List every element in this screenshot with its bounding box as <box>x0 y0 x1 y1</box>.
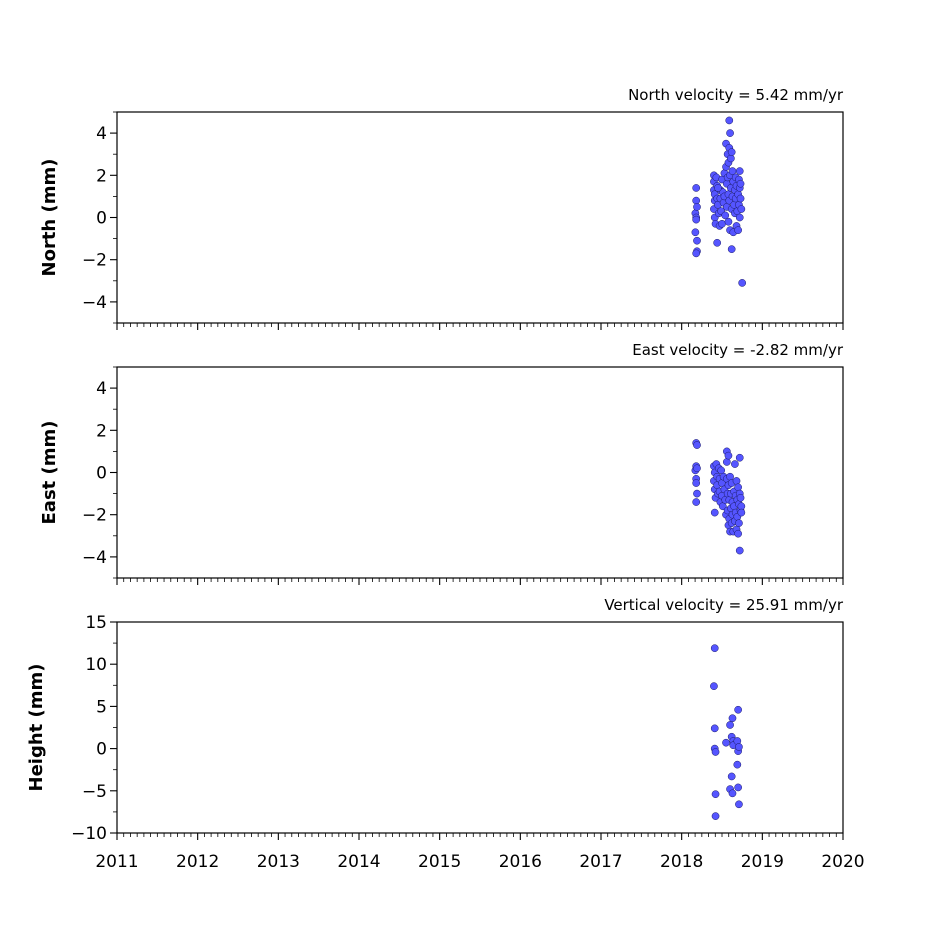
north-data-point <box>734 226 742 235</box>
north-data-point <box>692 184 701 192</box>
east-data-point <box>734 529 742 538</box>
east-data-point <box>732 477 741 485</box>
east-ytick-label: 2 <box>96 421 107 441</box>
north-data-point <box>692 249 701 258</box>
height-data-point <box>726 721 734 729</box>
height-data-point <box>735 800 743 809</box>
north-data-point <box>737 205 746 213</box>
north-data-point <box>721 211 730 220</box>
height-data-point <box>727 772 736 781</box>
east-data-point <box>735 453 744 462</box>
east-data-point <box>737 508 746 517</box>
height-xtick-label: 2015 <box>418 852 461 872</box>
east-panel: East velocity = -2.82 mm/yr East (mm) −4… <box>39 341 844 585</box>
east-ylabel: East (mm) <box>39 421 60 525</box>
north-data-point <box>727 154 735 163</box>
height-ytick-label: −10 <box>71 824 107 844</box>
north-ytick-label: 2 <box>96 166 107 186</box>
east-data-point <box>693 489 701 498</box>
height-data-point <box>722 738 730 747</box>
north-velocity-title: North velocity = 5.42 mm/yr <box>628 86 844 104</box>
east-data-point <box>734 483 742 492</box>
height-xtick-label: 2018 <box>660 852 703 872</box>
east-velocity-title: East velocity = -2.82 mm/yr <box>632 341 844 359</box>
north-data-point <box>736 194 745 203</box>
north-panel: North velocity = 5.42 mm/yr North (mm) −… <box>39 86 844 330</box>
north-data-point <box>713 238 722 247</box>
height-data-point <box>710 644 719 653</box>
east-data-point <box>722 458 731 466</box>
east-data-point <box>710 508 719 517</box>
height-data-point <box>711 812 720 820</box>
east-data-point <box>693 464 701 473</box>
north-ytick-label: 4 <box>96 124 107 144</box>
north-data-point <box>693 203 701 211</box>
east-data-point <box>735 546 744 555</box>
height-data-point <box>728 789 737 798</box>
north-ytick-label: −4 <box>82 293 107 313</box>
north-data-point <box>692 215 701 224</box>
east-data-point <box>692 498 701 506</box>
east-data-point <box>735 519 743 527</box>
height-xtick-label: 2011 <box>95 852 138 872</box>
north-data-point <box>736 179 745 188</box>
north-data-point <box>727 148 736 156</box>
height-data-point <box>710 682 718 690</box>
height-data-point <box>734 783 742 792</box>
east-ytick-label: −2 <box>82 506 107 526</box>
height-xtick-label: 2020 <box>821 852 864 872</box>
east-data-point <box>726 472 734 481</box>
height-xtick-label: 2014 <box>337 852 380 872</box>
north-data-point <box>727 245 736 253</box>
height-xtick-label: 2012 <box>176 852 219 872</box>
east-ytick-label: −4 <box>82 548 107 568</box>
height-data-point <box>710 724 719 733</box>
east-data-point <box>736 493 745 502</box>
north-data-point <box>735 213 744 222</box>
north-data-point <box>692 196 701 205</box>
east-ytick-label: 4 <box>96 379 107 399</box>
east-data-point <box>693 441 701 449</box>
north-data-point <box>738 279 747 287</box>
north-data-point <box>725 116 734 125</box>
north-data-point <box>728 167 737 175</box>
height-ytick-label: 0 <box>96 740 107 760</box>
vertical-velocity-title: Vertical velocity = 25.91 mm/yr <box>604 596 844 614</box>
height-data-point <box>733 760 742 769</box>
east-data-point <box>731 460 739 468</box>
east-data-point <box>692 479 701 487</box>
height-data-point <box>711 748 720 756</box>
height-data-point <box>711 790 720 799</box>
north-data-point <box>718 219 726 228</box>
height-ylabel: Height (mm) <box>26 664 47 792</box>
north-ytick-label: −2 <box>82 251 107 271</box>
height-data-point <box>735 743 743 751</box>
height-xtick-label: 2019 <box>741 852 784 872</box>
height-xtick-label: 2017 <box>579 852 622 872</box>
height-ytick-label: 10 <box>85 655 107 675</box>
north-ylabel: North (mm) <box>39 159 60 277</box>
height-xtick-label: 2013 <box>257 852 300 872</box>
north-data-point <box>693 236 701 245</box>
north-data-point <box>724 217 733 226</box>
north-data-point <box>691 228 700 237</box>
north-data-point <box>714 184 722 192</box>
north-data-point <box>735 167 744 175</box>
height-ytick-label: −5 <box>82 782 107 802</box>
height-data-point <box>734 705 742 714</box>
height-xtick-label: 2016 <box>499 852 542 872</box>
height-ytick-label: 15 <box>85 613 107 633</box>
east-ytick-label: 0 <box>96 464 107 484</box>
height-data-point <box>728 714 737 723</box>
north-data-point <box>726 129 734 137</box>
east-data-point <box>724 451 733 460</box>
height-panel: Vertical velocity = 25.91 mm/yr Height (… <box>26 596 865 872</box>
north-ytick-label: 0 <box>96 209 107 229</box>
height-ytick-label: 5 <box>96 697 107 717</box>
